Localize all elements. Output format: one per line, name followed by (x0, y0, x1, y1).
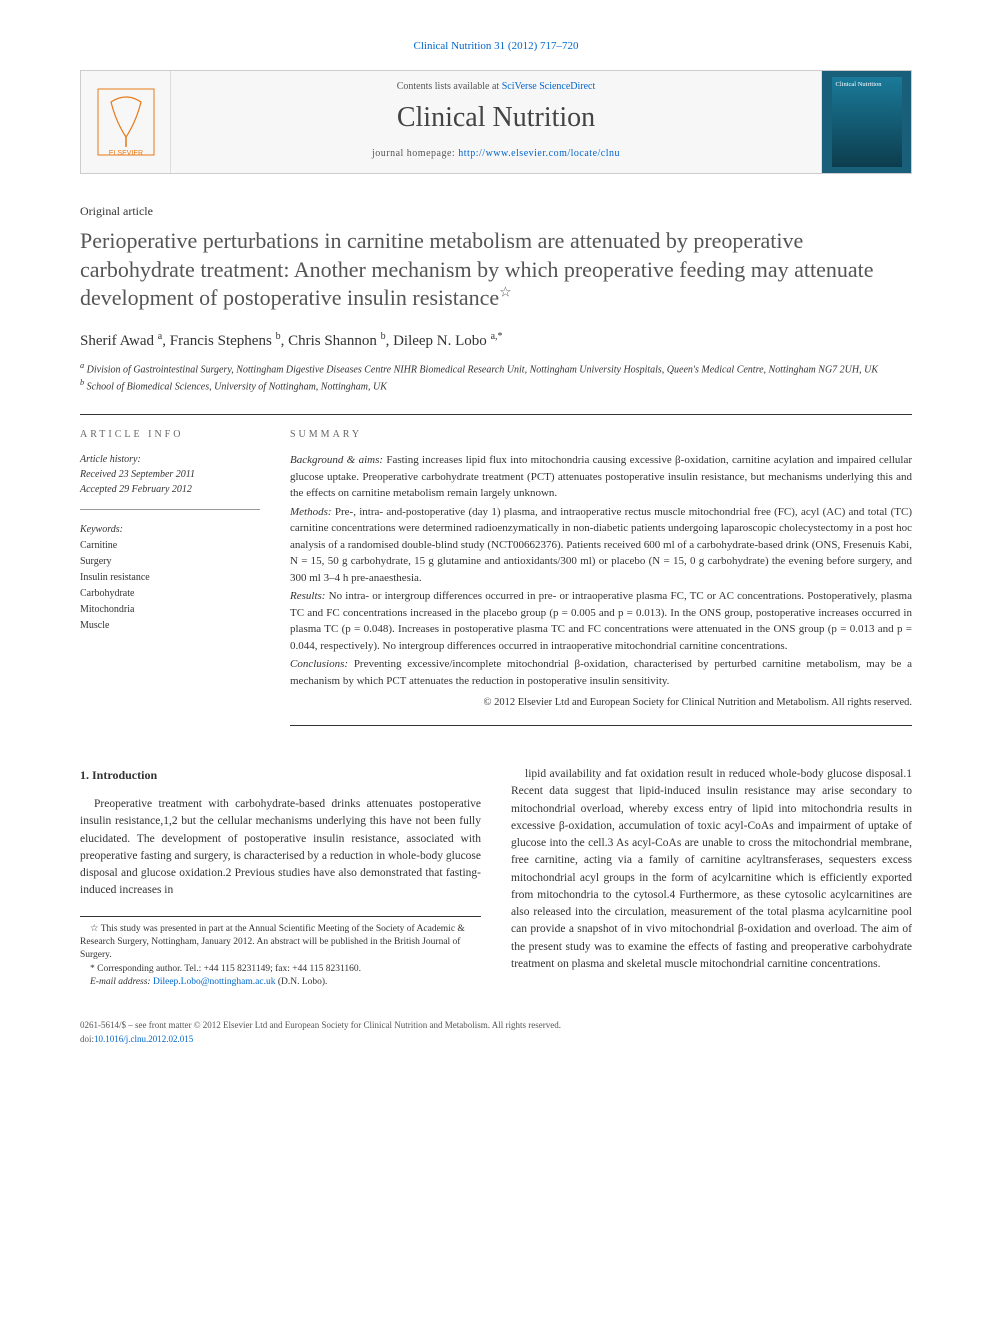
citation: Clinical Nutrition 31 (2012) 717–720 (80, 40, 912, 52)
masthead: ELSEVIER Contents lists available at Sci… (80, 70, 912, 174)
journal-cover-thumb[interactable]: Clinical Nutrition (821, 71, 911, 173)
article-info-heading: ARTICLE INFO (80, 429, 260, 440)
homepage-link[interactable]: http://www.elsevier.com/locate/clnu (458, 148, 620, 159)
contents-line: Contents lists available at SciVerse Sci… (181, 81, 811, 92)
authors: Sherif Awad a, Francis Stephens b, Chris… (80, 331, 912, 350)
title-footnote-star: ☆ (499, 286, 512, 301)
summary: Background & aims: Fasting increases lip… (290, 452, 912, 711)
corresponding-email-link[interactable]: Dileep.Lobo@nottingham.ac.uk (153, 977, 275, 987)
copyright-line: © 2012 Elsevier Ltd and European Society… (290, 695, 912, 711)
svg-text:ELSEVIER: ELSEVIER (108, 150, 142, 157)
journal-title: Clinical Nutrition (181, 102, 811, 134)
page-footer: 0261-5614/$ – see front matter © 2012 El… (80, 1019, 912, 1046)
article-history: Article history: Received 23 September 2… (80, 452, 260, 510)
keywords: Keywords: CarnitineSurgeryInsulin resist… (80, 522, 260, 634)
footnotes: ☆ This study was presented in part at th… (80, 916, 481, 989)
section-heading-intro: 1. Introduction (80, 766, 481, 784)
body-paragraph: lipid availability and fat oxidation res… (511, 766, 912, 973)
article-type: Original article (80, 204, 912, 219)
article-title: Perioperative perturbations in carnitine… (80, 227, 912, 313)
affiliations: a Division of Gastrointestinal Surgery, … (80, 360, 912, 395)
doi-link[interactable]: 10.1016/j.clnu.2012.02.015 (94, 1034, 193, 1044)
body-paragraph: Preoperative treatment with carbohydrate… (80, 796, 481, 900)
summary-heading: SUMMARY (290, 429, 912, 440)
publisher-logo[interactable]: ELSEVIER (81, 71, 171, 173)
sciencedirect-link[interactable]: SciVerse ScienceDirect (502, 81, 596, 92)
journal-homepage: journal homepage: http://www.elsevier.co… (181, 148, 811, 159)
body-text: 1. Introduction Preoperative treatment w… (80, 766, 912, 989)
